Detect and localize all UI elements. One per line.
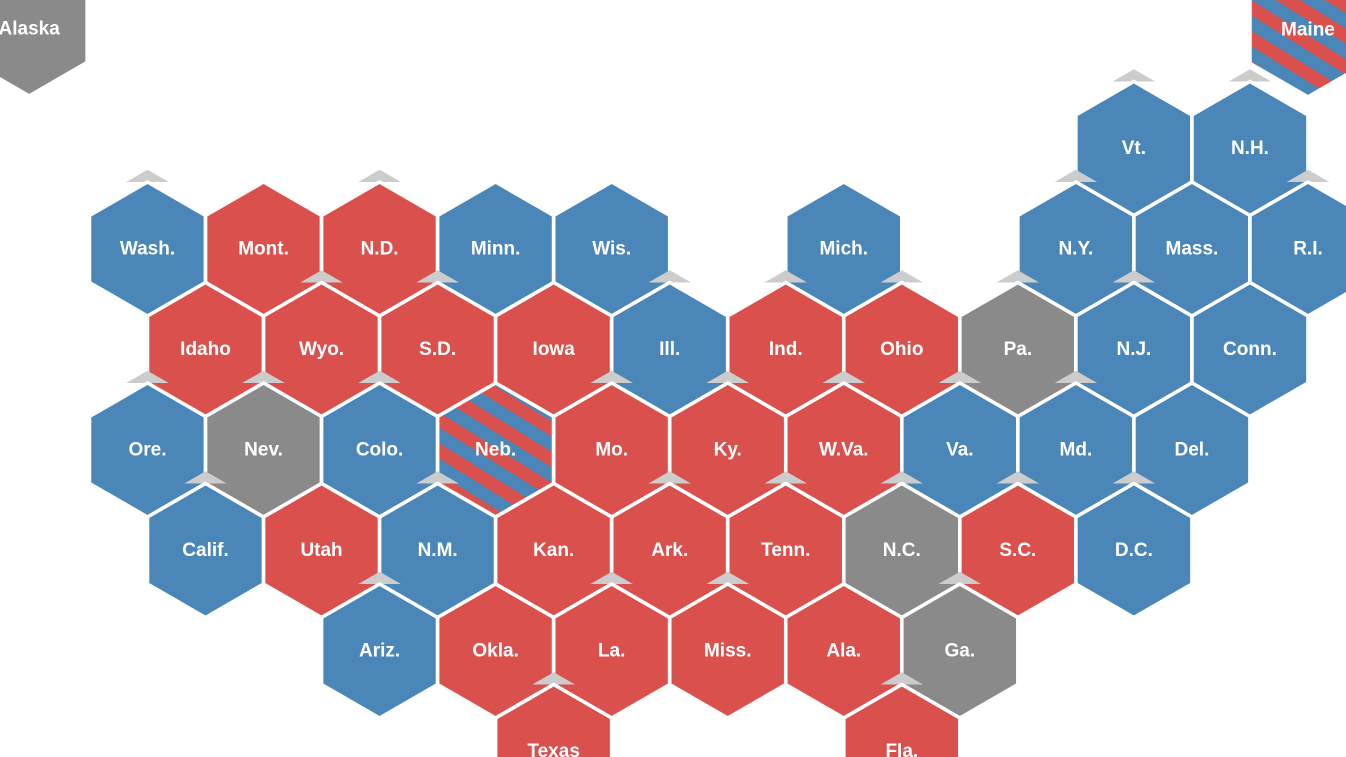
svg-text:S.D.: S.D. — [419, 339, 456, 360]
svg-text:La.: La. — [598, 641, 625, 662]
svg-text:Wash.: Wash. — [120, 239, 175, 260]
svg-text:Del.: Del. — [1175, 440, 1210, 461]
svg-text:D.C.: D.C. — [1115, 540, 1153, 561]
svg-text:Conn.: Conn. — [1223, 339, 1277, 360]
svg-text:Fla.: Fla. — [885, 741, 918, 757]
svg-text:Mass.: Mass. — [1166, 239, 1219, 260]
svg-text:N.J.: N.J. — [1116, 339, 1151, 360]
svg-text:Utah: Utah — [300, 540, 342, 561]
svg-text:Colo.: Colo. — [356, 440, 404, 461]
svg-text:Miss.: Miss. — [704, 641, 752, 662]
svg-text:Vt.: Vt. — [1122, 138, 1146, 159]
svg-text:S.C.: S.C. — [999, 540, 1036, 561]
svg-text:Texas: Texas — [527, 741, 579, 757]
svg-text:Mich.: Mich. — [819, 239, 868, 260]
svg-text:Wyo.: Wyo. — [299, 339, 344, 360]
svg-text:N.H.: N.H. — [1231, 138, 1269, 159]
svg-text:N.Y.: N.Y. — [1058, 239, 1093, 260]
svg-text:Tenn.: Tenn. — [761, 540, 810, 561]
svg-text:Nev.: Nev. — [244, 440, 283, 461]
svg-text:Mo.: Mo. — [595, 440, 628, 461]
svg-text:Pa.: Pa. — [1004, 339, 1033, 360]
svg-text:Ga.: Ga. — [945, 641, 976, 662]
svg-text:Calif.: Calif. — [182, 540, 228, 561]
svg-text:Ohio: Ohio — [880, 339, 923, 360]
svg-text:Md.: Md. — [1060, 440, 1093, 461]
svg-text:Ala.: Ala. — [826, 641, 861, 662]
svg-text:Wis.: Wis. — [592, 239, 631, 260]
svg-text:N.C.: N.C. — [883, 540, 921, 561]
svg-text:Ariz.: Ariz. — [359, 641, 400, 662]
svg-text:N.M.: N.M. — [418, 540, 458, 561]
svg-text:Maine: Maine — [1281, 19, 1335, 40]
svg-text:Kan.: Kan. — [533, 540, 574, 561]
svg-text:Okla.: Okla. — [472, 641, 518, 662]
svg-text:Neb.: Neb. — [475, 440, 516, 461]
svg-text:Ill.: Ill. — [659, 339, 680, 360]
svg-text:Idaho: Idaho — [180, 339, 231, 360]
svg-text:Va.: Va. — [946, 440, 973, 461]
svg-text:Ky.: Ky. — [714, 440, 742, 461]
svg-text:Alaska: Alaska — [0, 18, 60, 39]
svg-text:Iowa: Iowa — [533, 339, 576, 360]
svg-text:Ark.: Ark. — [651, 540, 688, 561]
svg-text:Ind.: Ind. — [769, 339, 803, 360]
svg-text:W.Va.: W.Va. — [819, 440, 869, 461]
svg-text:N.D.: N.D. — [361, 239, 399, 260]
svg-text:Ore.: Ore. — [128, 440, 166, 461]
svg-text:Mont.: Mont. — [238, 239, 289, 260]
svg-text:Minn.: Minn. — [471, 239, 521, 260]
svg-text:R.I.: R.I. — [1293, 239, 1323, 260]
